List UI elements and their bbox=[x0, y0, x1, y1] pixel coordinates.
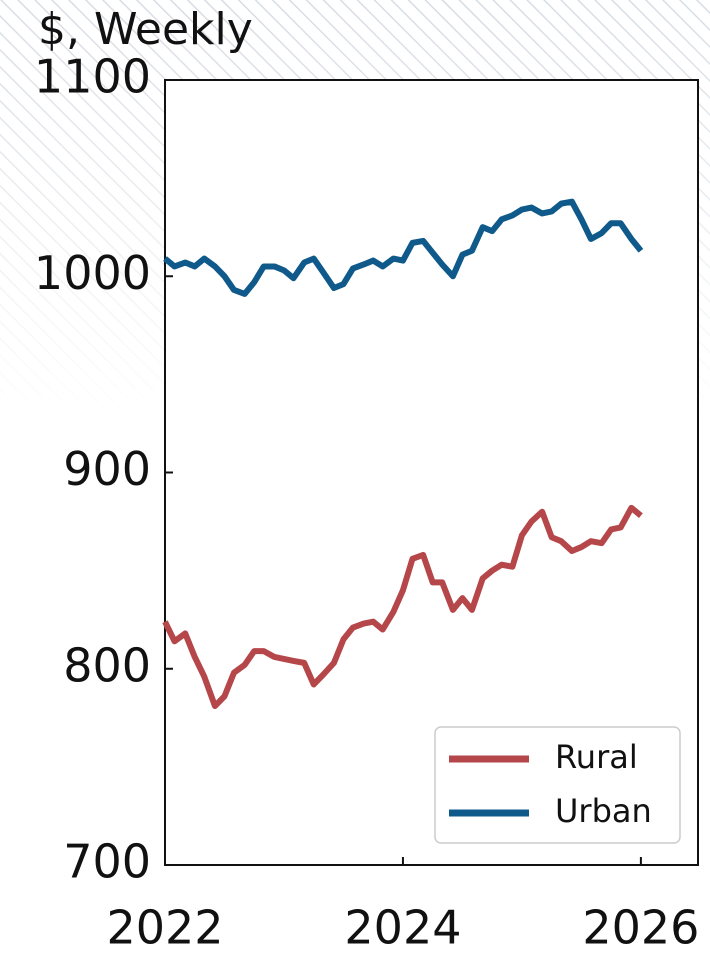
line-series bbox=[163, 198, 644, 297]
y-tick-label: 900 bbox=[63, 442, 151, 496]
y-tick-label: 1100 bbox=[34, 50, 151, 104]
y-tick-label: 1000 bbox=[34, 246, 151, 300]
legend-label: Urban bbox=[555, 792, 652, 830]
chart-title: $, Weekly bbox=[38, 4, 253, 55]
line-series bbox=[162, 504, 643, 710]
x-tick-label: 2024 bbox=[344, 901, 461, 955]
y-tick-label: 800 bbox=[63, 638, 151, 692]
legend-label: Rural bbox=[555, 738, 638, 776]
x-tick-label: 2022 bbox=[106, 901, 223, 955]
x-tick-label: 2026 bbox=[582, 901, 699, 955]
y-tick-label: 700 bbox=[63, 835, 151, 889]
